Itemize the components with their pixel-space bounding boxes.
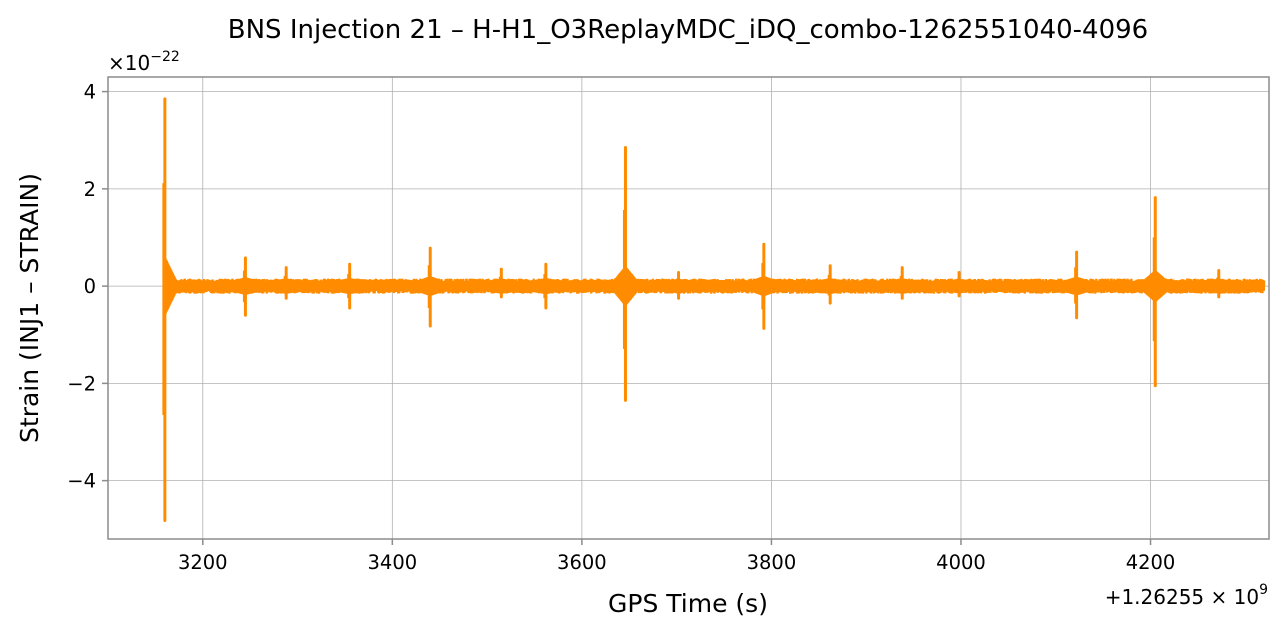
- y-tick-label: 2: [84, 178, 96, 201]
- x-tick-label: 3400: [368, 551, 418, 574]
- data-series: [162, 97, 1266, 523]
- y-tick-label: −4: [67, 470, 96, 493]
- y-tick-label: 0: [84, 275, 96, 298]
- y-multiplier-label: ×10−22: [108, 49, 180, 75]
- y-axis-label: Strain (INJ1 – STRAIN): [15, 173, 44, 443]
- plot-frame: [107, 76, 1270, 540]
- x-tick-label: 4000: [936, 551, 986, 574]
- axis-ticks: 3200 3400 3600 3800 4000 4200 −4 −2 0 2 4: [67, 81, 1175, 574]
- x-tick-label: 3600: [557, 551, 607, 574]
- x-axis-label: GPS Time (s): [608, 589, 768, 618]
- grid: [108, 77, 1269, 539]
- chart-title: BNS Injection 21 – H-H1_O3ReplayMDC_iDQ_…: [228, 15, 1148, 45]
- x-tick-label: 3200: [178, 551, 228, 574]
- x-tick-label: 3800: [747, 551, 797, 574]
- series-line: [163, 256, 1266, 315]
- x-tick-label: 4200: [1126, 551, 1176, 574]
- y-tick-label: −2: [67, 372, 96, 395]
- y-tick-label: 4: [84, 81, 96, 104]
- x-offset-label: +1.26255 × 109: [1105, 582, 1268, 609]
